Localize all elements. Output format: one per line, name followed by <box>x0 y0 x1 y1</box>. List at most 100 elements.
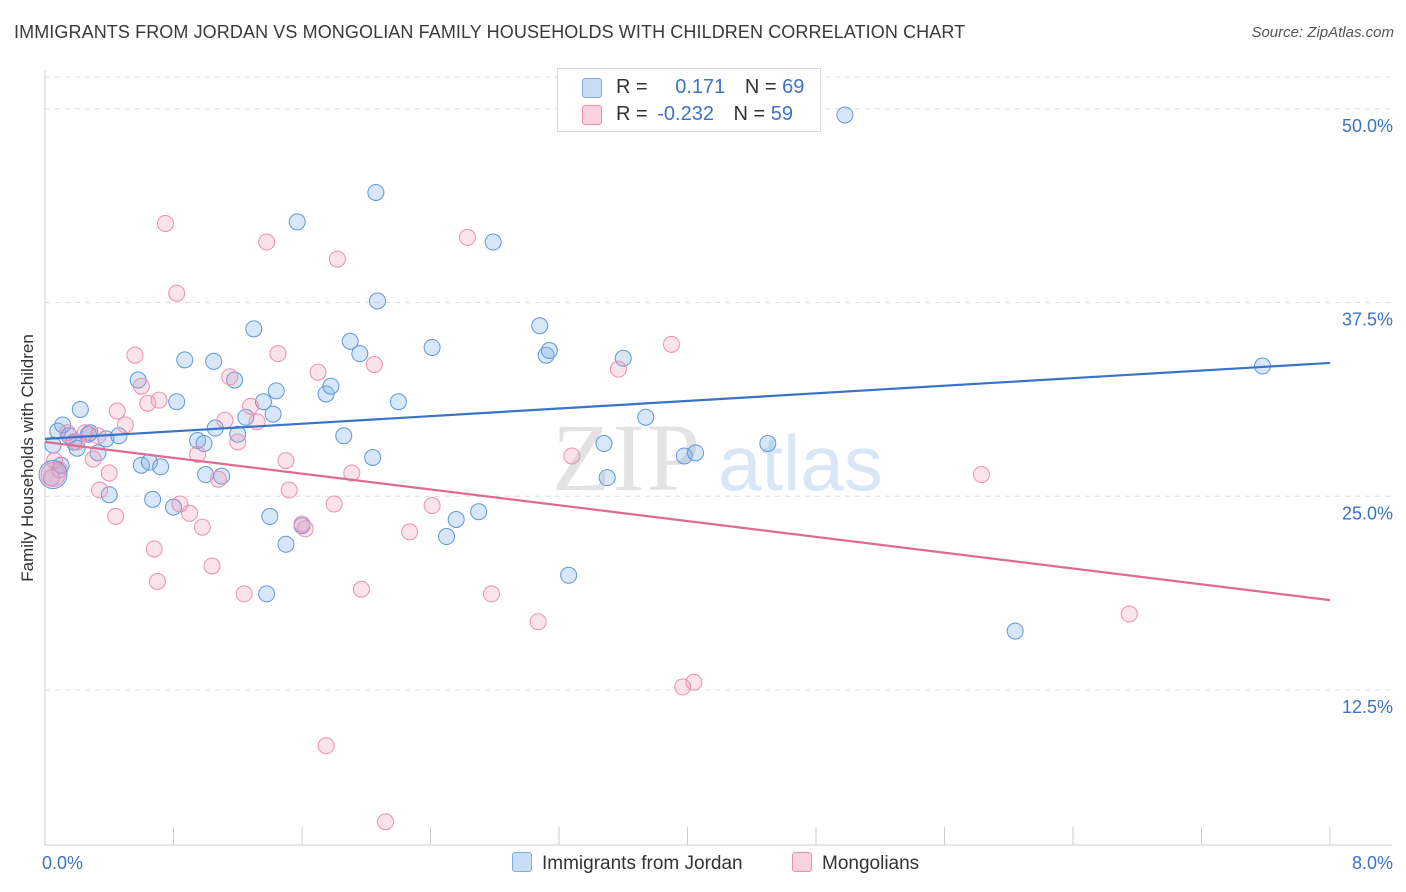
data-point-mongolians <box>145 540 163 558</box>
data-point-mongolians <box>685 673 703 691</box>
bottom-legend-mongolians: Mongolians <box>792 852 919 875</box>
data-point-jordan <box>351 345 369 363</box>
data-point-jordan <box>213 467 231 485</box>
data-point-mongolians <box>242 397 260 415</box>
data-point-jordan <box>675 447 693 465</box>
data-point-mongolians <box>296 520 314 538</box>
data-point-jordan <box>277 535 295 553</box>
data-point-jordan <box>614 349 632 367</box>
data-point-mongolians <box>609 360 627 378</box>
trend-lines <box>44 361 1331 602</box>
trend-line-mongolians <box>44 440 1331 602</box>
legend-n-label: N = <box>744 76 777 98</box>
data-point-jordan <box>540 342 558 360</box>
data-point-jordan <box>152 458 170 476</box>
data-point-mongolians <box>280 481 298 499</box>
legend-n-value: 69 <box>782 76 805 98</box>
data-point-mongolians <box>365 356 383 373</box>
data-point-mongolians <box>91 481 109 499</box>
data-point-jordan <box>38 460 68 490</box>
legend-n-value: 59 <box>770 103 794 125</box>
data-point-mongolians <box>189 445 207 463</box>
chart-title: IMMIGRANTS FROM JORDAN VS MONGOLIAN FAMI… <box>14 22 966 42</box>
data-point-jordan <box>560 566 578 584</box>
data-point-jordan <box>100 486 118 504</box>
y-tick-label: 50.0% <box>1342 116 1393 136</box>
data-point-jordan <box>168 393 186 411</box>
data-point-jordan <box>759 435 777 453</box>
data-point-mongolians <box>563 447 581 465</box>
trend-line-jordan <box>44 361 1331 440</box>
data-point-jordan <box>484 233 502 251</box>
bottom-legend-jordan: Immigrants from Jordan <box>512 852 743 875</box>
data-point-mongolians <box>317 737 335 755</box>
bottom-legend-swatch-jordan <box>512 852 532 872</box>
data-point-jordan <box>71 400 89 418</box>
data-point-jordan <box>322 377 340 395</box>
data-point-mongolians <box>150 391 168 409</box>
data-point-mongolians <box>1120 605 1138 623</box>
data-point-jordan <box>195 435 213 453</box>
data-point-jordan <box>531 317 549 335</box>
data-point-mongolians <box>529 613 547 631</box>
legend-swatch-jordan <box>582 78 602 98</box>
data-point-mongolians <box>343 464 361 482</box>
axis-ticks: 12.5% 25.0% 37.5% 50.0% 0.0% 8.0% <box>42 116 1393 873</box>
data-point-jordan <box>687 444 705 462</box>
legend-r-value: 0.171 <box>675 76 726 98</box>
data-point-jordan <box>537 346 555 364</box>
legend-r-label: R = <box>616 103 648 125</box>
data-point-jordan <box>341 332 359 350</box>
data-point-mongolians <box>168 284 186 302</box>
x-tick-label: 8.0% <box>1352 853 1393 873</box>
data-point-mongolians <box>258 233 276 251</box>
watermark-atlas: atlas <box>718 419 883 507</box>
data-point-jordan <box>144 490 162 508</box>
data-point-jordan <box>367 183 385 201</box>
source-label: Source: ZipAtlas.com <box>1251 24 1394 41</box>
data-point-mongolians <box>107 507 125 525</box>
data-point-mongolians <box>352 580 370 598</box>
data-point-mongolians <box>181 504 199 522</box>
data-point-jordan <box>389 393 407 411</box>
data-point-mongolians <box>325 495 343 513</box>
data-point-mongolians <box>293 515 311 533</box>
data-point-mongolians <box>40 462 66 488</box>
y-tick-label: 37.5% <box>1342 310 1393 330</box>
data-point-jordan <box>261 507 279 525</box>
data-point-jordan <box>364 449 382 466</box>
data-point-mongolians <box>148 573 166 590</box>
data-point-mongolians <box>203 557 221 575</box>
data-point-jordan <box>368 292 386 310</box>
data-point-mongolians <box>328 250 346 268</box>
data-point-mongolians <box>108 402 126 420</box>
data-point-jordan <box>226 371 244 389</box>
data-point-mongolians <box>483 585 501 603</box>
data-point-mongolians <box>84 450 102 468</box>
y-axis-label: Family Households with Children <box>18 334 37 582</box>
data-point-mongolians <box>401 523 419 541</box>
data-point-mongolians <box>235 585 253 603</box>
data-point-jordan <box>447 511 465 528</box>
data-point-mongolians <box>674 678 692 696</box>
data-point-jordan <box>245 320 263 338</box>
data-point-jordan <box>254 393 272 411</box>
data-point-jordan <box>423 338 441 356</box>
bottom-legend-label-mongolians: Mongolians <box>822 853 920 874</box>
data-point-jordan <box>438 528 456 546</box>
legend-r-label: R = <box>616 76 648 98</box>
data-point-mongolians <box>423 497 441 515</box>
axes <box>44 70 1392 846</box>
data-point-mongolians <box>126 346 144 364</box>
data-point-mongolians <box>229 433 247 451</box>
y-tick-label: 12.5% <box>1342 697 1393 717</box>
data-point-mongolians <box>139 394 157 412</box>
x-tick-label: 0.0% <box>42 853 83 873</box>
data-point-mongolians <box>309 363 327 381</box>
data-point-jordan <box>267 382 285 400</box>
data-point-jordan <box>288 213 306 231</box>
data-point-mongolians <box>216 411 234 429</box>
data-point-jordan <box>258 585 276 603</box>
correlation-legend: R = 0.171 N = 69 R = -0.232 N = 59 <box>557 68 821 132</box>
